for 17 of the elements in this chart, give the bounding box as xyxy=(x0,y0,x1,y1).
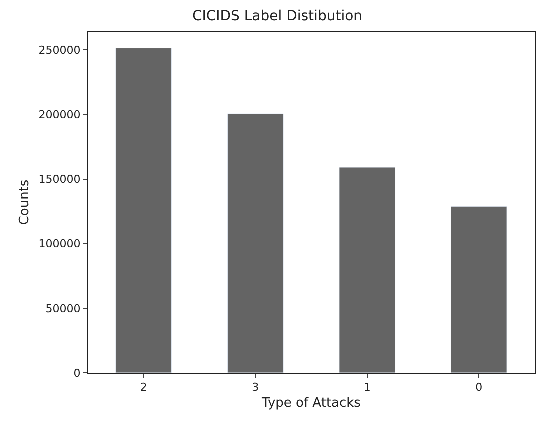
x-axis-title: Type of Attacks xyxy=(261,396,362,411)
y-tick-label: 100000 xyxy=(38,238,81,251)
y-tick-label: 50000 xyxy=(46,302,81,316)
bar xyxy=(339,167,396,373)
y-tick-label: 0 xyxy=(74,366,81,380)
bar xyxy=(227,114,284,373)
x-tick-label: 2 xyxy=(140,381,148,394)
bar xyxy=(116,48,172,373)
x-tick-label: 1 xyxy=(364,381,371,394)
chart-title: CICIDS Label Distibution xyxy=(192,8,363,24)
bar xyxy=(450,206,508,373)
y-tick-label: 250000 xyxy=(38,44,81,57)
x-tick-label: 0 xyxy=(476,381,483,394)
y-tick-label: 200000 xyxy=(38,108,81,122)
x-tick-label: 3 xyxy=(252,381,260,394)
y-tick-label: 150000 xyxy=(38,173,81,186)
y-axis-title: Counts xyxy=(18,180,33,226)
